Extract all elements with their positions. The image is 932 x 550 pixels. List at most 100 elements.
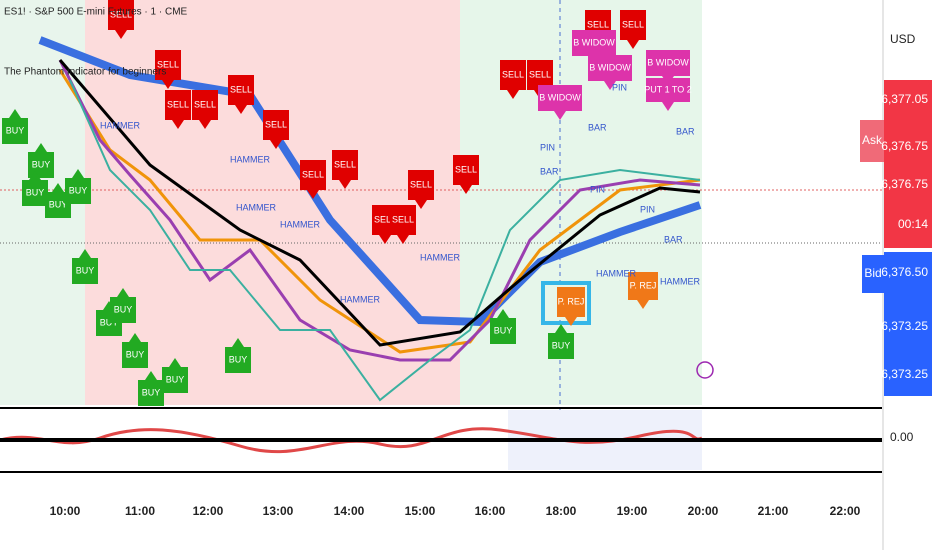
price-label: 6,377.05: [881, 92, 928, 106]
signal-pointer: [627, 40, 639, 49]
pattern-label: HAMMER: [280, 219, 320, 229]
signal-pointer: [129, 333, 141, 342]
time-label: 11:00: [125, 504, 155, 518]
signal-label: SELL: [529, 69, 551, 79]
bid-label[interactable]: Bid: [864, 266, 881, 280]
symbol-title: ES1! · S&P 500 E-mini Futures · 1 · CME: [4, 7, 188, 18]
price-box: [884, 252, 932, 396]
signal-label: P. REJ: [630, 280, 657, 290]
signal-pointer: [52, 183, 64, 192]
signal-box: [408, 170, 434, 200]
signal-label: B WIDOW: [539, 92, 581, 102]
signal-box: [2, 118, 28, 144]
signal-box: [490, 318, 516, 344]
signal-pointer: [339, 180, 351, 189]
signal-pointer: [145, 371, 157, 380]
price-box: [884, 80, 932, 248]
signal-label: SELL: [167, 99, 189, 109]
signal-box: [620, 10, 646, 40]
signal-label: SELL: [265, 119, 287, 129]
signal-box: [500, 60, 526, 90]
pattern-label: HAMMER: [660, 276, 700, 286]
pattern-label: HAMMER: [100, 120, 140, 130]
ask-button[interactable]: [860, 120, 884, 162]
time-label: 10:00: [50, 504, 81, 518]
alert-icon[interactable]: [696, 361, 714, 379]
signal-pointer: [555, 324, 567, 333]
signal-label: SELL: [194, 99, 216, 109]
signal-label: BUY: [229, 354, 248, 364]
signal-box: [72, 258, 98, 284]
signal-pointer: [460, 185, 472, 194]
pattern-label: HAMMER: [420, 252, 460, 262]
signal-label: BUY: [6, 125, 25, 135]
signal-label: P. REJ: [558, 296, 585, 306]
signal-box: [28, 152, 54, 178]
signal-label: BUY: [76, 265, 95, 275]
signal-pointer: [565, 317, 577, 326]
pattern-label: PIN: [640, 204, 655, 214]
signal-pointer: [169, 358, 181, 367]
signal-label: BUY: [114, 304, 133, 314]
pattern-label: BAR: [664, 234, 683, 244]
signal-label: BUY: [142, 387, 161, 397]
signal-pointer: [662, 102, 674, 111]
signal-label: SELL: [622, 19, 644, 29]
time-label: 12:00: [193, 504, 224, 518]
signal-label: PUT 1 TO 2: [644, 84, 692, 94]
signal-box: [332, 150, 358, 180]
signal-pointer: [172, 120, 184, 129]
signal-pointer: [604, 81, 616, 90]
signal-label: SELL: [334, 159, 356, 169]
time-label: 20:00: [688, 504, 719, 518]
signal-box: [628, 272, 658, 300]
ma-line: [58, 69, 701, 354]
ask-label[interactable]: Ask: [862, 133, 883, 147]
bg-zone: [85, 0, 460, 405]
signal-label: SELL: [502, 69, 524, 79]
signal-box: [108, 0, 134, 30]
signal-label: BUY: [552, 340, 571, 350]
signal-box: [548, 333, 574, 359]
signal-pointer: [199, 120, 211, 129]
signal-label: BUY: [32, 159, 51, 169]
price-label: 6,376.75: [881, 139, 928, 153]
time-label: 13:00: [263, 504, 294, 518]
signal-label: SELL: [374, 214, 396, 224]
signal-label: B WIDOW: [589, 62, 631, 72]
signal-box: [65, 178, 91, 204]
signal-pointer: [235, 105, 247, 114]
signal-pointer: [72, 169, 84, 178]
signal-pointer: [29, 171, 41, 180]
pattern-label: BAR: [588, 122, 607, 132]
signal-label: SELL: [157, 59, 179, 69]
signal-box: [538, 85, 582, 111]
signal-label: SELL: [302, 169, 324, 179]
signal-pointer: [35, 143, 47, 152]
signal-label: BUY: [166, 374, 185, 384]
signal-box: [22, 180, 48, 206]
ma-line: [69, 79, 701, 402]
signal-box: [572, 30, 616, 56]
pattern-label: HAMMER: [340, 294, 380, 304]
signal-pointer: [115, 30, 127, 39]
bid-button[interactable]: [862, 255, 884, 293]
signal-label: BUY: [26, 187, 45, 197]
time-label: 15:00: [405, 504, 436, 518]
signal-frame: [541, 281, 591, 325]
indicator-title: The Phantom Indicator for beginners: [4, 67, 166, 78]
price-label: 6,376.50: [881, 265, 928, 279]
price-label: 6,373.25: [881, 319, 928, 333]
ma-line: [58, 59, 701, 347]
signal-pointer: [232, 338, 244, 347]
time-label: 18:00: [546, 504, 577, 518]
signal-box: [225, 347, 251, 373]
signal-pointer: [397, 235, 409, 244]
signal-box: [155, 50, 181, 80]
signal-label: BUY: [100, 317, 119, 327]
currency: USD: [890, 32, 916, 46]
signal-label: B WIDOW: [573, 37, 615, 47]
signal-box: [390, 205, 416, 235]
pattern-label: HAMMER: [596, 268, 636, 278]
